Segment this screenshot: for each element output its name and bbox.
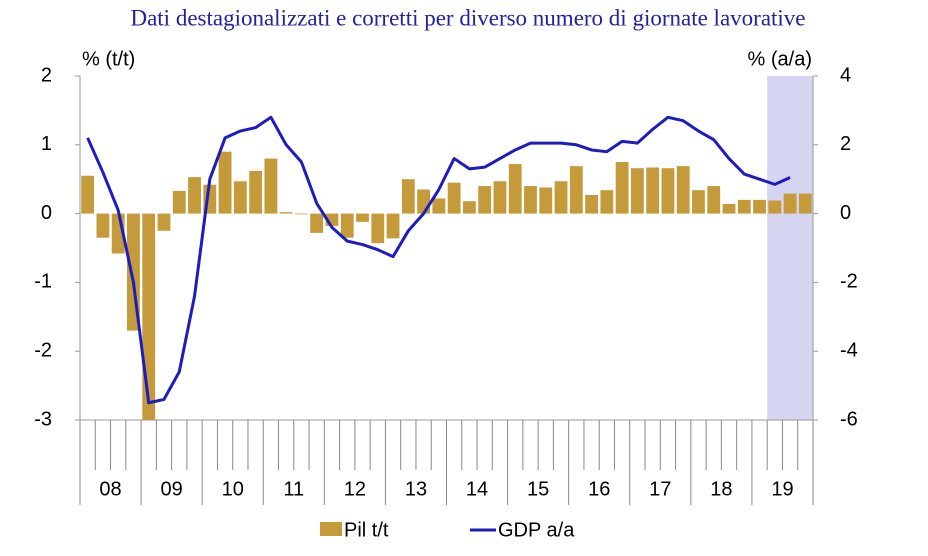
bar <box>172 190 186 214</box>
x-tick-label: 10 <box>222 478 244 500</box>
bar <box>462 201 476 214</box>
bar <box>478 186 492 214</box>
y2-tick-label: -6 <box>840 408 858 430</box>
bar <box>432 198 446 214</box>
y2-tick-label: 4 <box>840 64 851 86</box>
x-tick-label: 11 <box>283 478 304 500</box>
bar <box>218 151 232 214</box>
bar <box>737 199 751 214</box>
bar <box>707 186 721 214</box>
x-tick-label: 17 <box>649 478 671 500</box>
y2-tick-label: -4 <box>840 339 858 361</box>
x-tick-label: 08 <box>99 478 121 500</box>
bar <box>401 179 415 214</box>
legend-label: GDP a/a <box>498 519 575 541</box>
bar <box>661 168 675 214</box>
bar <box>447 182 461 214</box>
bar <box>493 181 507 214</box>
x-tick-label: 12 <box>344 478 366 500</box>
x-tick-label: 16 <box>588 478 610 500</box>
bar <box>233 181 247 214</box>
y2-tick-label: -2 <box>840 271 858 293</box>
y-tick-label: -1 <box>34 271 52 293</box>
bar <box>692 190 705 214</box>
bar <box>157 213 171 231</box>
legend-label: Pil t/t <box>344 519 389 541</box>
bar <box>81 175 95 214</box>
bar <box>768 200 782 214</box>
bar <box>249 170 263 214</box>
x-tick-label: 19 <box>771 478 793 500</box>
bar <box>142 213 156 420</box>
chart-subtitle: Dati destagionalizzati e corretti per di… <box>130 5 805 30</box>
x-tick-label: 15 <box>527 478 549 500</box>
x-tick-label: 18 <box>710 478 732 500</box>
bar <box>371 213 385 244</box>
y2-tick-label: 2 <box>840 133 851 155</box>
y-axis-label: % (t/t) <box>82 48 135 70</box>
forecast-shade <box>767 76 813 420</box>
bar <box>539 187 553 214</box>
legend-swatch <box>320 522 342 536</box>
x-tick-label: 14 <box>466 478 488 500</box>
y-tick-label: 0 <box>41 202 52 224</box>
line <box>86 115 791 405</box>
bar <box>279 212 293 214</box>
bar <box>508 164 522 214</box>
y2-tick-label: 0 <box>840 202 851 224</box>
bar <box>295 213 308 215</box>
bar <box>722 203 736 214</box>
bar <box>585 195 598 214</box>
x-tick-label: 09 <box>161 478 183 500</box>
bar <box>524 186 537 214</box>
bar <box>417 189 431 214</box>
y-tick-label: -2 <box>34 339 52 361</box>
bar <box>783 193 797 214</box>
bar <box>96 213 110 238</box>
bar <box>676 166 690 214</box>
bar <box>386 213 400 239</box>
y-tick-label: -3 <box>34 408 52 430</box>
bar <box>798 193 812 214</box>
y-tick-label: 2 <box>41 64 52 86</box>
bar <box>615 162 629 214</box>
bar <box>340 213 354 238</box>
y-tick-label: 1 <box>41 133 52 155</box>
bar <box>310 213 324 233</box>
bar <box>646 167 660 214</box>
bar <box>600 190 614 214</box>
bar <box>188 177 201 214</box>
bar <box>569 166 583 214</box>
bar <box>264 158 278 214</box>
bar <box>630 168 644 214</box>
bar <box>554 181 568 214</box>
y2-axis-label: % (a/a) <box>748 48 812 70</box>
bar <box>356 213 369 222</box>
x-tick-label: 13 <box>405 478 427 500</box>
bar <box>753 199 766 214</box>
